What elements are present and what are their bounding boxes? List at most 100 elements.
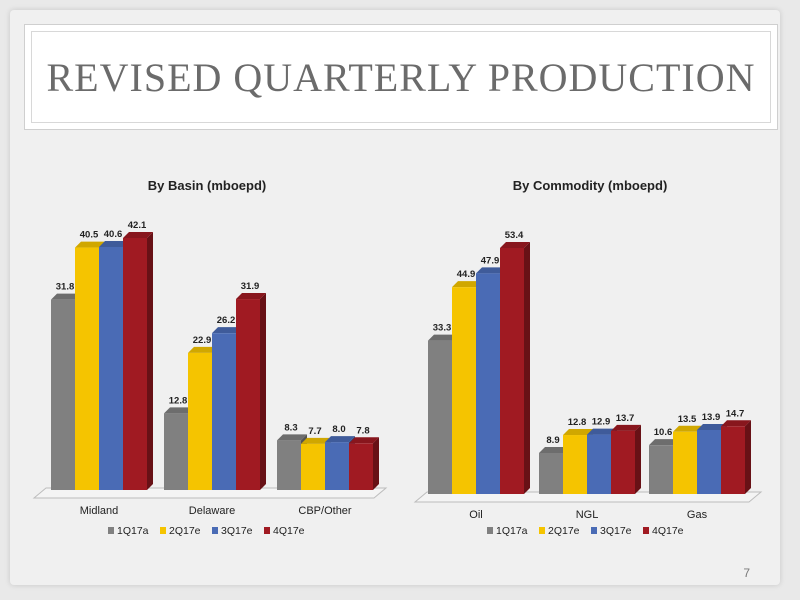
bar-front — [123, 238, 147, 490]
data-label: 42.1 — [128, 220, 147, 231]
bar-side — [373, 437, 379, 490]
bar-top — [188, 346, 218, 353]
category-label: NGL — [576, 509, 599, 521]
data-label: 8.9 — [546, 435, 559, 446]
legend-swatch — [108, 527, 114, 534]
bar-ngl-4q17e — [611, 424, 641, 494]
bar-top — [697, 423, 727, 430]
bar-top — [123, 232, 153, 238]
bar-top — [75, 241, 105, 248]
chart-title: By Commodity (mboepd) — [513, 178, 668, 193]
category-label: Gas — [687, 509, 708, 521]
bar-side — [147, 232, 153, 490]
legend-label: 2Q17e — [548, 525, 580, 537]
title-frame: REVISED QUARTERLY PRODUCTION — [24, 24, 778, 130]
bar-front — [164, 413, 188, 490]
legend-swatch — [539, 527, 545, 534]
bar-top — [539, 447, 569, 453]
legend-label: 4Q17e — [273, 525, 305, 537]
bar-top — [236, 293, 266, 300]
bar-delaware-4q17e — [236, 293, 266, 490]
bar-oil-4q17e — [500, 242, 530, 494]
bar-top — [476, 267, 506, 274]
data-label: 14.7 — [726, 408, 745, 419]
legend-swatch — [160, 527, 166, 534]
bar-top — [649, 439, 679, 446]
chart-floor — [413, 491, 763, 503]
chart-floor — [32, 487, 388, 499]
legend-swatch — [487, 527, 493, 534]
bar-top — [673, 425, 703, 432]
data-label: 53.4 — [505, 230, 524, 241]
data-label: 40.5 — [80, 230, 99, 241]
bar-top — [587, 428, 617, 435]
bar-top — [99, 240, 129, 247]
data-label: 13.7 — [616, 413, 635, 424]
bar-top — [349, 437, 379, 444]
bar-side — [260, 293, 266, 490]
basin-chart: By Basin (mboepd) 31.8 40.5 40.6 42.1 Midland… — [32, 178, 388, 537]
data-label: 44.9 — [457, 269, 476, 280]
legend-label: 4Q17e — [652, 525, 684, 537]
data-label: 8.3 — [284, 422, 297, 433]
bar-side — [745, 420, 751, 494]
bar-front — [236, 299, 260, 490]
bar-front — [452, 287, 476, 494]
bar-front — [188, 352, 212, 490]
bar-front — [99, 246, 123, 490]
slide-title: REVISED QUARTERLY PRODUCTION — [46, 54, 756, 100]
chart-legend: 1Q17a 2Q17e 3Q17e 4Q17e — [108, 525, 305, 537]
bar-top — [428, 334, 458, 341]
legend-swatch — [212, 527, 218, 534]
data-label: 13.9 — [702, 412, 721, 423]
page-number: 7 — [743, 566, 750, 580]
bar-front — [476, 273, 500, 494]
bar-front — [539, 453, 563, 494]
data-label: 7.7 — [308, 426, 321, 437]
legend-swatch — [264, 527, 270, 534]
legend-swatch — [643, 527, 649, 534]
chart-title: By Basin (mboepd) — [148, 178, 266, 193]
data-label: 33.3 — [433, 323, 452, 334]
category-label: Midland — [80, 505, 119, 517]
bar-top — [611, 424, 641, 431]
bar-cbp-other-4q17e — [349, 437, 379, 490]
bar-top — [721, 420, 751, 427]
bar-front — [349, 443, 373, 490]
data-label: 26.2 — [217, 315, 236, 326]
bar-front — [721, 426, 745, 494]
data-label: 31.8 — [56, 282, 75, 293]
bar-top — [212, 327, 242, 334]
data-label: 12.8 — [169, 395, 188, 406]
bar-top — [325, 436, 355, 443]
bar-front — [75, 247, 99, 490]
bar-top — [500, 242, 530, 248]
bar-front — [697, 429, 721, 494]
data-label: 22.9 — [193, 335, 212, 346]
category-label: Oil — [469, 509, 482, 521]
bar-front — [51, 299, 75, 490]
bar-front — [500, 248, 524, 494]
bar-midland-4q17e — [123, 232, 153, 490]
data-label: 31.9 — [241, 281, 260, 292]
bar-gas-4q17e — [721, 420, 751, 494]
title-inner-frame: REVISED QUARTERLY PRODUCTION — [31, 31, 771, 123]
legend-label: 2Q17e — [169, 525, 201, 537]
bar-side — [524, 242, 530, 494]
bar-top — [301, 437, 331, 444]
legend-label: 1Q17a — [117, 525, 149, 537]
bar-front — [325, 442, 349, 490]
bar-front — [428, 340, 452, 494]
bar-top — [51, 293, 81, 300]
bar-front — [212, 333, 236, 490]
data-label: 40.6 — [104, 229, 123, 240]
data-label: 12.8 — [568, 417, 587, 428]
commodity-chart: By Commodity (mboepd) 33.3 44.9 47.9 53.4 Oil… — [413, 178, 763, 537]
bar-front — [611, 430, 635, 494]
legend-label: 1Q17a — [496, 525, 528, 537]
data-label: 47.9 — [481, 255, 500, 266]
chart-legend: 1Q17a 2Q17e 3Q17e 4Q17e — [487, 525, 684, 537]
data-label: 10.6 — [654, 427, 673, 438]
bar-front — [649, 445, 673, 494]
bar-side — [635, 424, 641, 494]
